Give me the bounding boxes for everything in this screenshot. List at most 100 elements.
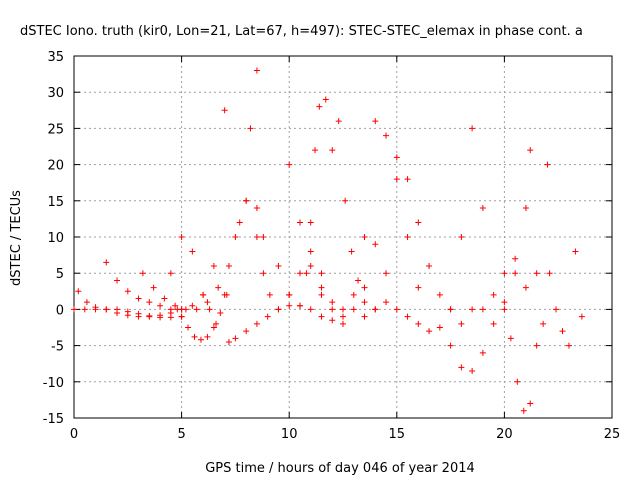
data-point: [114, 277, 121, 284]
data-point: [157, 302, 164, 309]
series-15: [447, 147, 534, 374]
data-point: [253, 320, 260, 327]
data-point: [479, 205, 486, 212]
tick-labels: 0 5 10 15 20 25 -15 -10 -5 0 5 10 15 20 25 30 35: [43, 50, 621, 442]
data-point: [83, 299, 90, 306]
series-16: [469, 161, 551, 313]
data-point: [340, 313, 346, 320]
data-point: [286, 161, 293, 168]
data-point: [342, 197, 349, 204]
data-point: [501, 270, 508, 277]
data-point: [383, 299, 390, 306]
data-point: [92, 304, 99, 311]
data-point: [260, 270, 267, 277]
data-point: [469, 367, 476, 374]
data-point: [103, 306, 110, 313]
data-point: [490, 320, 497, 327]
data-point: [447, 342, 454, 349]
data-point: [479, 306, 486, 313]
series-10: [286, 161, 379, 320]
data-point: [355, 277, 362, 284]
data-point: [135, 295, 142, 302]
data-point: [178, 313, 185, 320]
y-tick-label: -5: [51, 340, 64, 355]
y-tick-label: -15: [43, 412, 64, 427]
data-point: [329, 147, 336, 154]
series-12: [340, 118, 422, 313]
data-point: [316, 103, 323, 110]
data-point: [572, 248, 579, 255]
series-9: [275, 96, 329, 309]
y-tick-label: 25: [47, 122, 64, 137]
data-point: [318, 284, 325, 291]
data-point: [318, 313, 325, 320]
data-point: [221, 107, 228, 114]
data-point: [124, 312, 131, 319]
data-point: [174, 306, 181, 313]
plot-frame: [73, 55, 613, 419]
data-point: [318, 270, 325, 277]
data-point: [490, 291, 497, 298]
data-point: [296, 219, 303, 226]
data-point: [329, 299, 336, 306]
data-point: [533, 270, 540, 277]
data-point: [286, 302, 293, 309]
data-point: [479, 349, 486, 356]
data-point: [206, 306, 213, 313]
data-point: [191, 333, 198, 340]
data-point: [350, 291, 357, 298]
x-tick-label: 25: [604, 427, 621, 442]
data-point: [178, 234, 185, 240]
data-point: [348, 248, 355, 255]
data-point: [512, 255, 519, 262]
data-point: [383, 132, 390, 139]
series-11: [318, 118, 390, 313]
data-point: [520, 407, 527, 414]
data-point: [514, 378, 521, 385]
series-13: [361, 154, 465, 327]
data-point: [266, 291, 273, 298]
data-point: [139, 270, 146, 277]
data-point: [501, 299, 508, 306]
data-point: [393, 176, 400, 183]
data-point: [372, 306, 379, 313]
y-tick-label: 10: [47, 231, 64, 246]
data-point: [307, 306, 314, 313]
data-point: [469, 125, 476, 132]
data-point: [236, 219, 243, 226]
data-point: [167, 270, 174, 277]
data-point: [243, 328, 250, 335]
data-point: [507, 335, 514, 342]
chart-title: dSTEC Iono. truth (kir0, Lon=21, Lat=67,…: [20, 24, 583, 39]
series-4: [139, 67, 260, 313]
data-point: [322, 96, 329, 103]
data-point: [161, 295, 168, 302]
data-point: [243, 197, 250, 204]
y-tick-label: 15: [47, 195, 64, 210]
data-point: [546, 270, 553, 277]
x-tick-label: 15: [389, 427, 406, 442]
data-point: [540, 320, 547, 327]
data-point: [232, 335, 239, 342]
data-point: [296, 302, 303, 309]
data-point: [361, 234, 368, 240]
y-tick-label: 5: [56, 267, 64, 282]
data-point: [275, 306, 282, 313]
series-6: [174, 291, 230, 343]
grid: [74, 56, 612, 418]
data-point: [361, 313, 368, 320]
data-point: [340, 306, 346, 313]
data-point: [447, 306, 454, 313]
data-point: [372, 118, 379, 125]
data-point: [458, 320, 465, 327]
data-point: [197, 336, 204, 343]
data-point: [253, 205, 260, 212]
data-point: [210, 324, 217, 331]
data-point: [204, 299, 211, 306]
data-point: [215, 284, 222, 291]
data-point: [167, 306, 174, 313]
data-point: [578, 313, 585, 320]
data-point: [146, 299, 153, 306]
data-point: [210, 262, 217, 269]
